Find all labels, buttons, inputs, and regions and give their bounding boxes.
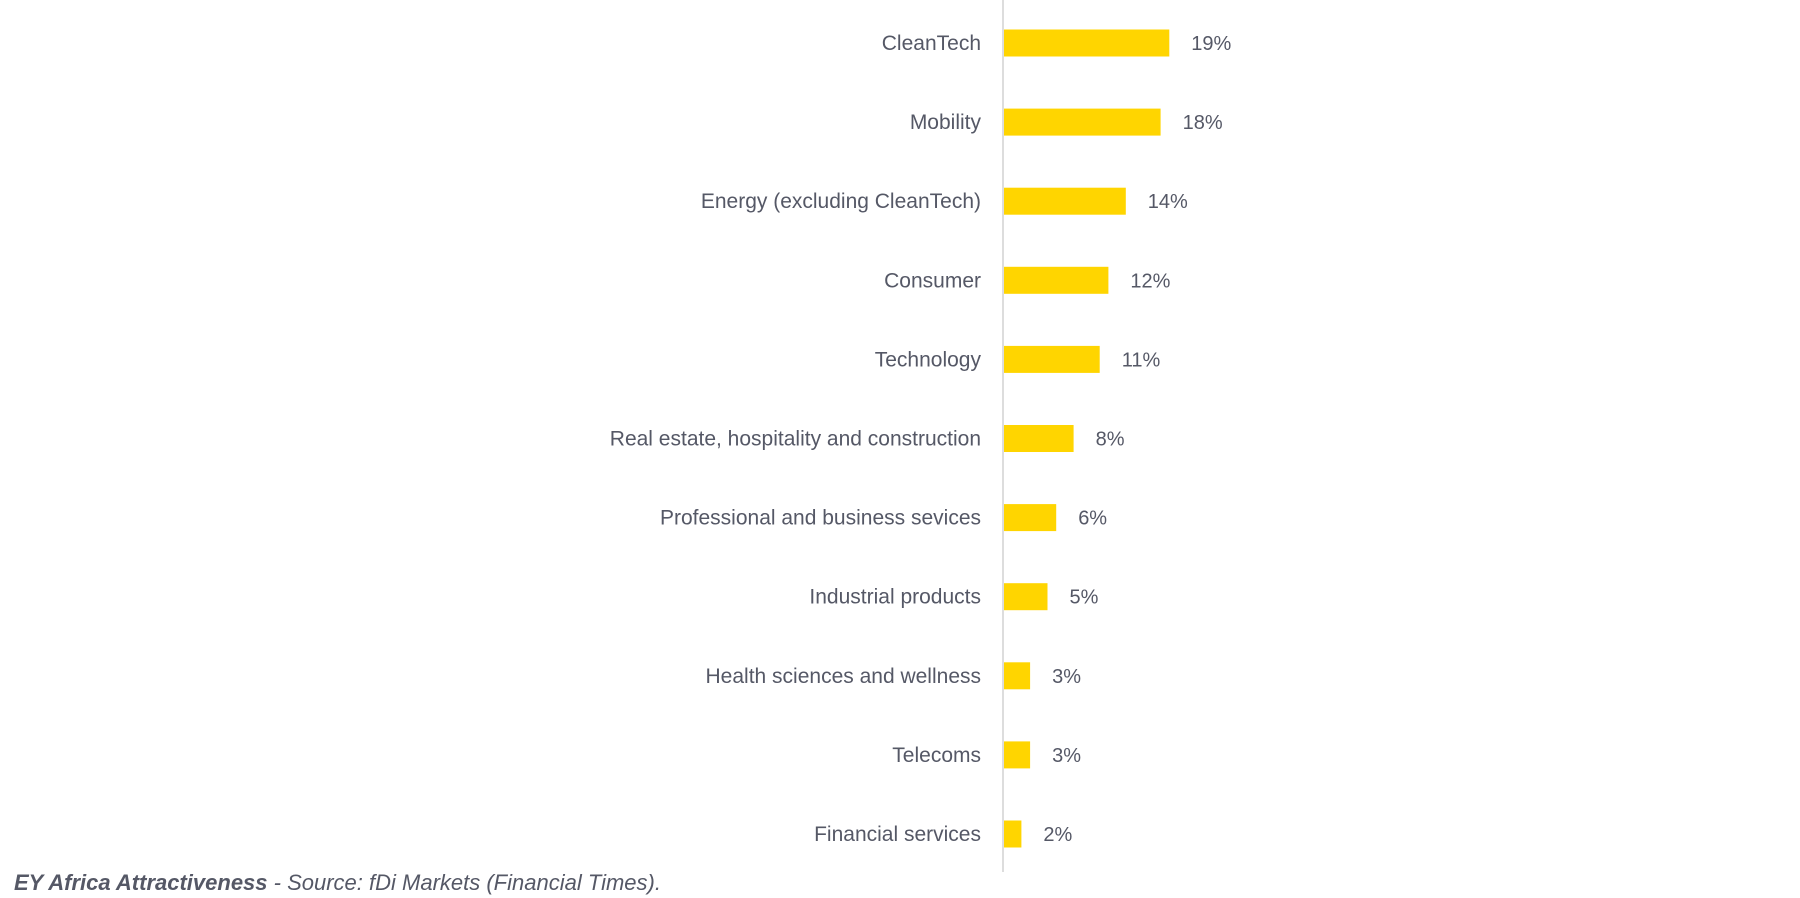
value-label: 6% (1078, 508, 1107, 530)
bar (1004, 345, 1100, 373)
value-label: 18% (1183, 112, 1223, 134)
category-label: Health sciences and wellness (706, 665, 981, 688)
category-label: Telecoms (892, 744, 981, 767)
category-label: Real estate, hospitality and constructio… (610, 428, 981, 451)
category-label: Professional and business sevices (660, 507, 981, 530)
value-label: 2% (1043, 824, 1072, 846)
footnote-source: - Source: fDi Markets (Financial Times). (267, 870, 661, 895)
bar (1004, 187, 1126, 215)
bar (1004, 504, 1057, 532)
category-label: CleanTech (882, 32, 981, 55)
category-label: Financial services (814, 823, 981, 846)
bar (1004, 108, 1161, 136)
value-label: 19% (1191, 33, 1231, 55)
bar (1004, 425, 1074, 452)
value-label: 5% (1070, 587, 1099, 609)
value-label: 11% (1122, 349, 1161, 371)
bar (1004, 662, 1031, 690)
category-label: Mobility (910, 111, 982, 134)
category-label: Technology (875, 348, 982, 371)
value-label: 3% (1052, 745, 1081, 767)
category-label: Consumer (884, 269, 981, 292)
bar (1004, 266, 1109, 294)
category-label: Industrial products (809, 586, 981, 609)
source-footnote: EY Africa Attractiveness - Source: fDi M… (14, 870, 661, 896)
footnote-title: EY Africa Attractiveness (14, 870, 268, 895)
bar (1004, 820, 1022, 848)
bar (1004, 741, 1031, 769)
bar (1004, 583, 1048, 611)
value-label: 12% (1130, 270, 1170, 292)
value-label: 8% (1096, 429, 1125, 451)
bar (1004, 29, 1170, 57)
category-label: Energy (excluding CleanTech) (701, 190, 981, 213)
value-label: 3% (1052, 666, 1081, 688)
value-label: 14% (1148, 191, 1188, 213)
